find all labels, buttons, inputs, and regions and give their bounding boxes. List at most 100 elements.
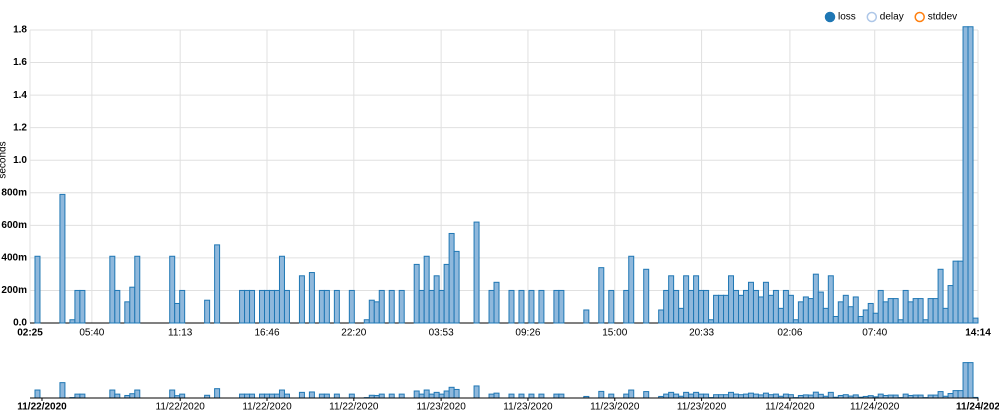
bar	[867, 302, 874, 324]
overview-bar	[703, 393, 710, 399]
bar	[518, 289, 525, 324]
bar	[842, 294, 849, 324]
bar	[738, 294, 744, 324]
overview-bar	[448, 386, 455, 399]
overview-bar	[812, 391, 819, 399]
bar	[683, 275, 690, 324]
overview-bar	[553, 393, 560, 399]
overview-bar	[418, 393, 425, 399]
overview-bar	[747, 392, 754, 399]
overview-bar	[318, 393, 325, 399]
bar	[688, 289, 695, 324]
bar	[792, 319, 799, 324]
overview-bar	[608, 393, 615, 399]
bar	[757, 296, 764, 324]
bar	[283, 289, 290, 324]
bar	[902, 289, 909, 324]
overview-bar	[742, 393, 749, 399]
bar	[373, 301, 380, 324]
bar	[418, 289, 425, 324]
y-tick-label: 800m	[1, 187, 27, 198]
overview-bar	[493, 392, 500, 399]
overview-tick-label: 11/23/2020	[416, 402, 466, 413]
bar	[69, 319, 76, 324]
bar	[962, 26, 969, 324]
bar	[423, 255, 430, 324]
overview-tick-label: 11/23/2020	[590, 402, 640, 413]
bar	[693, 275, 700, 324]
x-tick-label: 11:13	[168, 328, 193, 339]
bar	[872, 312, 879, 324]
overview-bar	[693, 391, 700, 399]
bar	[268, 289, 275, 324]
bar	[698, 289, 705, 324]
overview-bar	[114, 393, 121, 399]
bar	[79, 289, 86, 324]
bar	[318, 289, 325, 324]
x-tick-label: 15:00	[602, 328, 627, 339]
legend-label: loss	[838, 12, 856, 23]
overview-bar	[688, 393, 695, 399]
overview-bar	[762, 392, 769, 399]
bar	[817, 291, 824, 324]
overview-bar	[34, 389, 41, 399]
overview-bar	[937, 391, 944, 399]
bar	[239, 289, 246, 324]
overview-bar	[388, 393, 395, 399]
bar	[897, 319, 904, 324]
bar	[413, 263, 420, 324]
overview-tick-label: 11/24/202	[956, 402, 999, 413]
overview-bar	[74, 393, 81, 399]
bar	[308, 272, 315, 324]
bar	[972, 317, 979, 324]
overview-bar	[952, 390, 959, 399]
bar	[673, 289, 680, 324]
overview-bar	[214, 388, 221, 399]
x-tick-label: 16:46	[254, 328, 279, 339]
overview-bar	[752, 393, 759, 399]
bar	[74, 289, 81, 324]
overview-bar	[967, 362, 974, 399]
bar	[129, 286, 136, 324]
bar	[204, 299, 211, 324]
overview-bar	[398, 393, 405, 399]
bar	[428, 289, 435, 324]
overview-bar	[508, 393, 515, 399]
x-tick-label: 02:06	[777, 328, 802, 339]
bar	[957, 260, 964, 324]
overview-bar	[249, 393, 256, 399]
bar	[837, 301, 844, 324]
overview-bar	[877, 393, 884, 399]
bar	[777, 307, 784, 324]
bar	[124, 301, 131, 324]
bar	[907, 301, 914, 324]
overview-bar	[264, 393, 270, 399]
overview-bar	[413, 390, 420, 399]
overview-bar	[902, 393, 909, 399]
x-tick-label: 20:33	[689, 328, 714, 339]
bar	[782, 289, 789, 324]
bar	[912, 298, 919, 324]
bar	[508, 289, 515, 324]
bar	[887, 298, 894, 324]
overview-bar	[438, 393, 445, 399]
bar	[668, 275, 675, 324]
bar	[713, 294, 720, 324]
overview-bar	[433, 391, 440, 399]
bar	[852, 296, 859, 324]
bar	[298, 275, 305, 324]
bar	[658, 309, 665, 324]
overview-tick-label: 11/22/2020	[156, 402, 206, 413]
bar	[278, 255, 285, 324]
bar	[703, 289, 710, 324]
bar	[767, 294, 774, 324]
bar	[448, 232, 455, 324]
x-tick-label: 07:40	[862, 328, 887, 339]
legend-marker	[866, 11, 878, 23]
bar	[179, 289, 186, 324]
bar	[114, 289, 121, 324]
bar	[762, 281, 769, 324]
overview-tick-label: 11/22/2020	[17, 402, 67, 413]
overview-bar	[109, 389, 116, 399]
overview-tick-label: 11/23/2020	[503, 402, 553, 413]
